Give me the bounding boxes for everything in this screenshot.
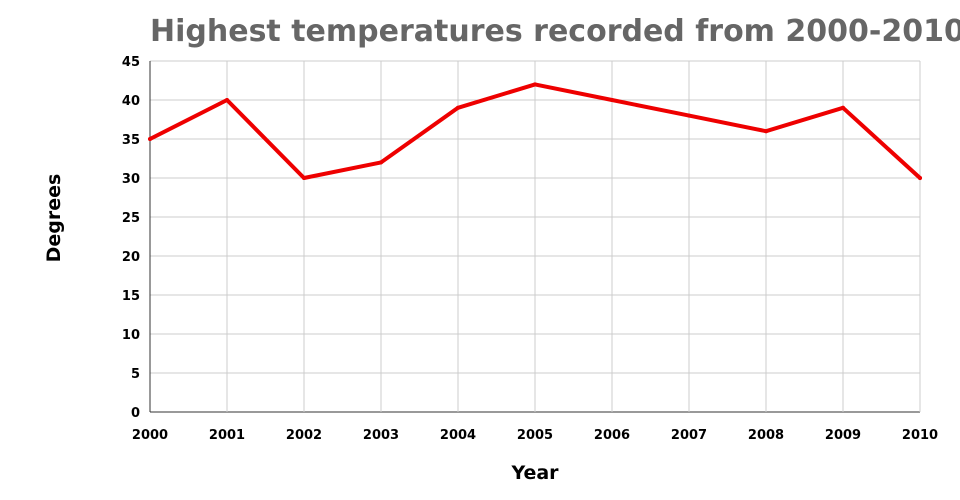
y-tick-label: 40 [122, 94, 140, 109]
data-point [764, 129, 768, 134]
x-tick-label: 2003 [363, 428, 399, 443]
data-point [225, 98, 229, 102]
tick-labels: 0 5 10 15 20 25 30 35 40 45 2000 2001 2002 2003 2004 20… [122, 55, 938, 443]
y-tick-label: 15 [122, 289, 140, 304]
x-tick-label: 2010 [902, 428, 938, 443]
x-tick-label: 2008 [748, 428, 784, 443]
data-point [610, 98, 614, 102]
data-point [533, 82, 537, 87]
x-tick-label: 2009 [825, 428, 861, 443]
x-tick-label: 2001 [209, 428, 245, 443]
data-point [456, 105, 460, 110]
y-tick-label: 5 [131, 367, 140, 382]
y-tick-label: 0 [131, 406, 140, 421]
x-tick-label: 2000 [132, 428, 168, 443]
y-tick-label: 35 [122, 133, 140, 148]
data-point [918, 176, 922, 180]
x-tick-label: 2006 [594, 428, 630, 443]
data-point [302, 176, 306, 180]
x-tick-label: 2007 [671, 428, 707, 443]
y-tick-label: 10 [122, 328, 140, 343]
x-tick-label: 2005 [517, 428, 553, 443]
grid [149, 60, 921, 413]
x-tick-label: 2004 [440, 428, 476, 443]
y-tick-label: 45 [122, 55, 140, 70]
y-tick-label: 25 [122, 211, 140, 226]
y-tick-label: 20 [122, 250, 140, 265]
chart-title: Highest temperatures recorded from 2000-… [150, 14, 960, 49]
x-tick-label: 2002 [286, 428, 322, 443]
data-point [148, 137, 152, 141]
series [148, 82, 922, 180]
data-point [841, 105, 845, 110]
data-point [379, 160, 383, 165]
y-tick-label: 30 [122, 172, 140, 187]
data-point [687, 113, 691, 118]
x-axis-label: Year [511, 462, 559, 484]
